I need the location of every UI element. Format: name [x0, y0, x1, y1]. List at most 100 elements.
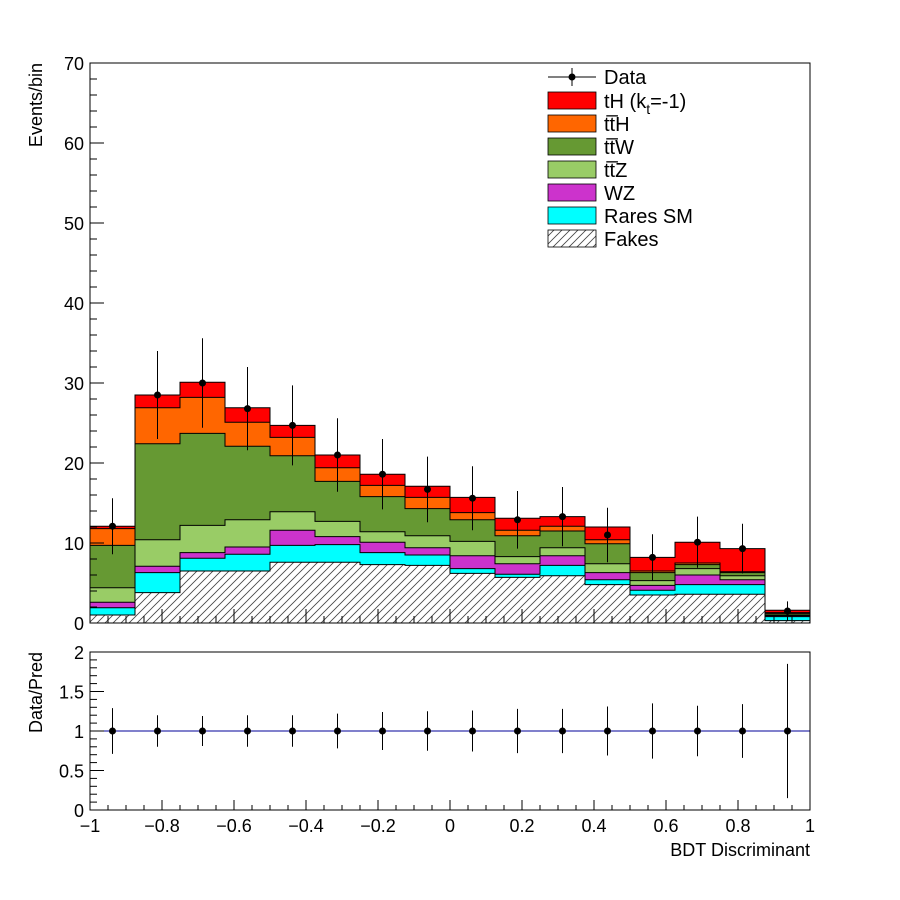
- data-point: [739, 545, 746, 553]
- bar-fakes-0: [90, 615, 135, 623]
- data-point: [154, 391, 161, 399]
- bar-fakes-6: [360, 564, 405, 623]
- bar-rares-6: [360, 552, 405, 565]
- ratio-y-tick-label: 1.5: [59, 683, 84, 703]
- bar-fakes-9: [495, 577, 540, 623]
- legend-label-rares: Rares SM: [604, 206, 693, 228]
- legend-data-marker: [568, 73, 576, 81]
- ratio-points: [109, 663, 791, 799]
- ratio-point: [154, 727, 161, 735]
- ratio-y-tick-label: 1: [74, 722, 84, 742]
- legend-entry-ttw: tt̅W: [547, 137, 634, 159]
- legend-data-label: Data: [604, 67, 647, 89]
- bar-ttz-10: [540, 547, 585, 556]
- bar-ttw-1: [135, 443, 180, 540]
- ratio-point: [514, 727, 521, 735]
- ratio-point: [694, 727, 701, 735]
- top-y-tick-label: 60: [64, 134, 84, 154]
- ratio-point: [424, 727, 431, 735]
- ratio-point: [244, 727, 251, 735]
- ratio-panel: 0 0.5 1 1.5 2 −1 −0.8 −0.6 −0.4 −0.2 0 0.2 0.4 0.6 0.8…: [26, 643, 815, 860]
- bar-ttw-3: [225, 446, 270, 520]
- bar-rares-7: [405, 555, 450, 566]
- bar-wz-3: [225, 547, 270, 555]
- stack-outline-fakes: [90, 561, 810, 622]
- bar-ttz-14: [720, 575, 765, 580]
- ratio-point: [604, 727, 611, 735]
- bar-rares-4: [270, 545, 315, 563]
- ratio-point: [559, 727, 566, 735]
- bar-fakes-14: [720, 594, 765, 623]
- ratio-point: [784, 727, 791, 735]
- bar-rares-14: [720, 584, 765, 595]
- data-point: [379, 470, 386, 478]
- x-tick-label: 1: [805, 816, 815, 836]
- ratio-y-axis-label: Data/Pred: [26, 652, 46, 733]
- bar-ttz-3: [225, 519, 270, 547]
- legend-label-fakes: Fakes: [604, 229, 658, 251]
- legend-swatch-rares: [547, 206, 597, 225]
- bar-rares-10: [540, 565, 585, 576]
- x-tick-label: −0.8: [144, 816, 180, 836]
- top-y-tick-label: 30: [64, 374, 84, 394]
- bar-wz-7: [405, 547, 450, 555]
- ratio-point: [109, 727, 116, 735]
- x-tick-label: −0.4: [288, 816, 324, 836]
- top-axes: 0 10 20 30 40 50 60 70: [64, 54, 811, 634]
- top-y-tick-label: 50: [64, 214, 84, 234]
- legend-swatch-ttz: [547, 160, 597, 179]
- data-point: [604, 531, 611, 539]
- data-point: [424, 485, 431, 493]
- bar-rares-9: [495, 574, 540, 578]
- bar-ttz-8: [450, 541, 495, 556]
- legend-swatch-wz: [547, 183, 597, 202]
- ratio-point: [199, 727, 206, 735]
- legend-swatch-tth: [547, 114, 597, 133]
- bar-fakes-3: [225, 571, 270, 623]
- bar-ttw-8: [450, 519, 495, 542]
- ratio-y-tick-label: 0: [74, 801, 84, 821]
- data-point: [649, 553, 656, 561]
- x-tick-label: −0.2: [360, 816, 396, 836]
- top-y-tick-label: 10: [64, 534, 84, 554]
- bar-rares-1: [135, 572, 180, 593]
- background-stack: [90, 381, 810, 623]
- x-tick-label: 0.6: [653, 816, 678, 836]
- bar-wz-11: [585, 572, 630, 580]
- ratio-point: [289, 727, 296, 735]
- top-y-axis-label: Events/bin: [26, 63, 46, 147]
- legend-entry-ttz: tt̅Z: [547, 160, 627, 182]
- top-y-tick-label: 70: [64, 54, 84, 74]
- ratio-point: [334, 727, 341, 735]
- bar-fakes-5: [315, 562, 360, 623]
- data-point: [514, 516, 521, 524]
- bar-rares-2: [180, 558, 225, 571]
- bar-fakes-15: [765, 620, 810, 623]
- x-tick-label: 0.8: [725, 816, 750, 836]
- bar-wz-5: [315, 536, 360, 545]
- bar-wz-12: [630, 585, 675, 591]
- bar-wz-6: [360, 542, 405, 553]
- bar-ttz-12: [630, 580, 675, 586]
- bar-ttz-0: [90, 587, 135, 603]
- ratio-point: [739, 727, 746, 735]
- data-points: [109, 338, 791, 621]
- data-point: [469, 494, 476, 502]
- data-point: [784, 607, 791, 615]
- ratio-axes: 0 0.5 1 1.5 2 −1 −0.8 −0.6 −0.4 −0.2 0 0.2 0.4 0.6 0.8…: [59, 643, 815, 836]
- legend-label-tth: tt̅H: [604, 114, 630, 136]
- bar-wz-14: [720, 579, 765, 585]
- top-y-tick-label: 0: [74, 614, 84, 634]
- bar-ttw-14: [720, 572, 765, 576]
- bar-ttz-11: [585, 563, 630, 573]
- bar-fakes-8: [450, 573, 495, 623]
- bar-fakes-7: [405, 565, 450, 623]
- bar-rares-11: [585, 579, 630, 585]
- legend-label-ttz: tt̅Z: [604, 160, 627, 182]
- x-tick-label: 0: [445, 816, 455, 836]
- ratio-y-tick-label: 0.5: [59, 762, 84, 782]
- bar-ttz-13: [675, 568, 720, 575]
